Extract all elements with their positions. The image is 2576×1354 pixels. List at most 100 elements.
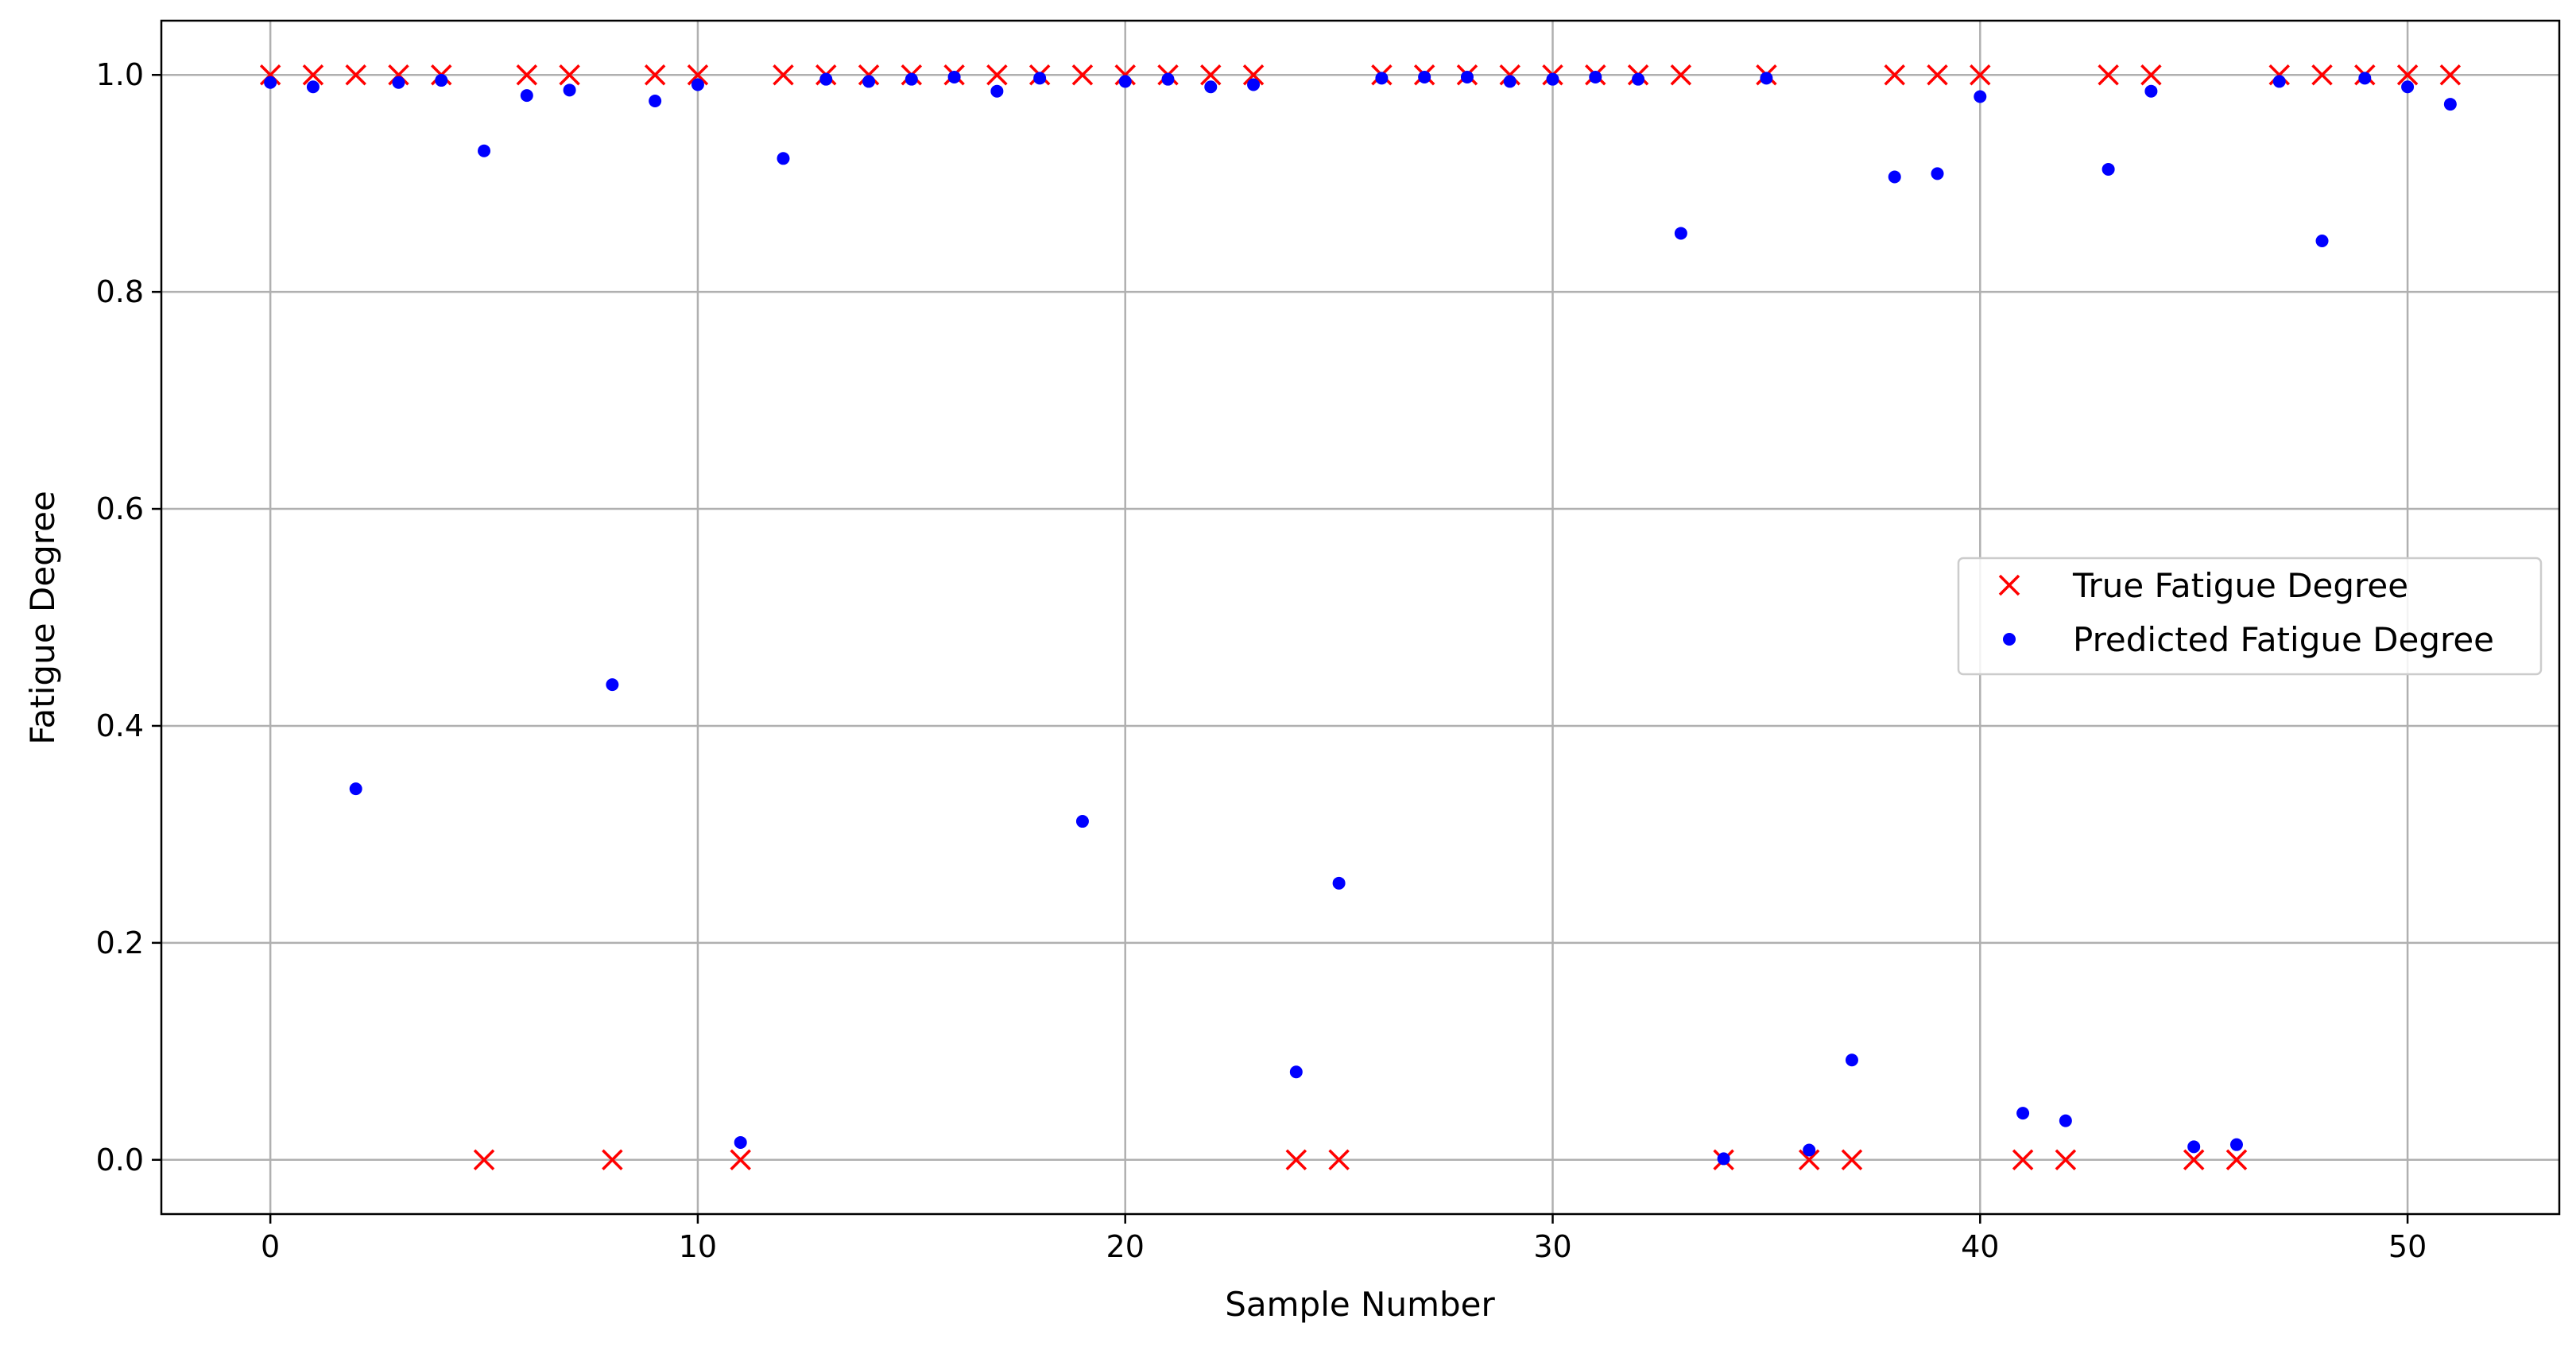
predicted-fatigue-point [1888, 170, 1901, 184]
x-marker-stroke [1970, 64, 1991, 86]
y-tick-label: 0.6 [96, 491, 144, 526]
true-fatigue-point [2055, 1149, 2077, 1171]
y-tick-label: 0.0 [96, 1143, 144, 1177]
true-fatigue-point [858, 64, 880, 86]
predicted-fatigue-point [1546, 72, 1559, 86]
x-marker-stroke [986, 64, 1008, 86]
x-marker-stroke [2183, 1149, 2205, 1171]
predicted-fatigue-point [1632, 72, 1645, 86]
true-fatigue-point [2225, 1149, 2248, 1171]
true-fatigue-point [2396, 64, 2419, 86]
x-marker-stroke [516, 64, 538, 86]
x-marker-stroke [773, 64, 794, 86]
true-fatigue-point [2012, 1149, 2034, 1171]
predicted-fatigue-point [264, 76, 277, 89]
predicted-fatigue-point [563, 83, 576, 97]
x-marker-stroke [259, 64, 281, 86]
true-fatigue-point [1927, 64, 1948, 86]
x-marker-stroke [2098, 64, 2119, 86]
x-marker-stroke [1798, 1149, 1820, 1171]
predicted-fatigue-point [349, 782, 362, 796]
true-fatigue-point [473, 1149, 495, 1171]
axis-ticks: 0 10 20 30 40 50 0.0 0.2 0.4 0.6 0.8 1.0 [96, 57, 2427, 1264]
true-fatigue-point [1670, 64, 1692, 86]
x-marker-stroke [302, 64, 324, 86]
predicted-fatigue-point [520, 89, 533, 103]
true-fatigue-point [1970, 64, 1991, 86]
legend-marker-true-x [1998, 574, 2020, 596]
x-marker-stroke [730, 1149, 751, 1171]
true-fatigue-point [2439, 64, 2462, 86]
predicted-fatigue-point [819, 72, 833, 86]
x-tick-label: 0 [261, 1229, 280, 1264]
predicted-fatigue-point [777, 152, 790, 165]
true-fatigue-point [1328, 1149, 1350, 1171]
true-fatigue-point [1884, 64, 1905, 86]
predicted-fatigue-point [1760, 72, 1773, 85]
true-fatigue-point [1841, 1149, 1863, 1171]
x-marker-stroke [2055, 1149, 2077, 1171]
predicted-fatigue-point [1418, 70, 1431, 83]
predicted-fatigue-point [1845, 1053, 1858, 1067]
true-fatigue-point [516, 64, 538, 86]
predicted-fatigue-point [2059, 1114, 2072, 1127]
predicted-fatigue-point [1974, 90, 1987, 103]
x-marker-stroke [1242, 64, 1265, 86]
x-marker-stroke [1285, 1149, 1307, 1171]
true-fatigue-point [345, 64, 366, 86]
predicted-fatigue-point [2272, 75, 2286, 88]
legend-marker-predicted-dot [2003, 633, 2016, 646]
predicted-fatigue-point [435, 74, 448, 87]
predicted-fatigue-point [1589, 70, 1602, 83]
x-marker-stroke [858, 64, 880, 86]
x-marker-stroke [388, 64, 409, 86]
true-fatigue-point [1798, 1149, 1820, 1171]
x-marker-stroke [1841, 1149, 1863, 1171]
series [259, 64, 2462, 1171]
true-fatigue-point [302, 64, 324, 86]
true-fatigue-point [602, 1149, 623, 1171]
x-marker-stroke [1927, 64, 1948, 86]
x-axis-title: Sample Number [1225, 1285, 1495, 1324]
y-tick-label: 1.0 [96, 57, 144, 92]
predicted-fatigue-point [2443, 98, 2457, 111]
predicted-fatigue-point [2229, 1138, 2243, 1151]
true-fatigue-point [986, 64, 1008, 86]
x-tick-label: 50 [2388, 1229, 2427, 1264]
true-fatigue-point [259, 64, 281, 86]
true-fatigue-point [2268, 64, 2290, 86]
predicted-fatigue-point [1033, 72, 1047, 85]
predicted-fatigue-point [2101, 162, 2115, 176]
predicted-fatigue-point [947, 70, 961, 83]
x-marker-stroke [2012, 1149, 2034, 1171]
predicted-fatigue-point [1717, 1152, 1730, 1166]
x-marker-stroke [1499, 64, 1520, 86]
x-tick-label: 40 [1961, 1229, 1999, 1264]
true-fatigue-point [2183, 1149, 2205, 1171]
x-marker-stroke [1328, 1149, 1350, 1171]
x-marker-stroke [2268, 64, 2290, 86]
predicted-fatigue-point [2016, 1107, 2030, 1120]
y-tick-label: 0.8 [96, 274, 144, 309]
predicted-fatigue-point [2401, 80, 2415, 94]
true-fatigue-point [1200, 64, 1222, 86]
predicted-fatigue-point [990, 84, 1004, 98]
legend-label-true: True Fatigue Degree [2072, 566, 2408, 605]
legend-label-predicted: Predicted Fatigue Degree [2073, 620, 2494, 659]
true-fatigue-point [730, 1149, 751, 1171]
predicted-fatigue-point [905, 72, 918, 86]
x-marker-stroke [687, 64, 709, 86]
true-fatigue-point [559, 64, 580, 86]
x-tick-label: 30 [1533, 1229, 1571, 1264]
predicted-fatigue-point [734, 1135, 747, 1149]
x-marker-stroke [1071, 64, 1094, 86]
x-marker-stroke [602, 1149, 623, 1171]
predicted-fatigue-point [1075, 815, 1089, 828]
predicted-fatigue-point [392, 76, 405, 89]
predicted-fatigue-point [649, 94, 662, 107]
predicted-fatigue-point [2144, 84, 2158, 98]
predicted-fatigue-point [1118, 75, 1132, 88]
true-fatigue-point [2098, 64, 2119, 86]
